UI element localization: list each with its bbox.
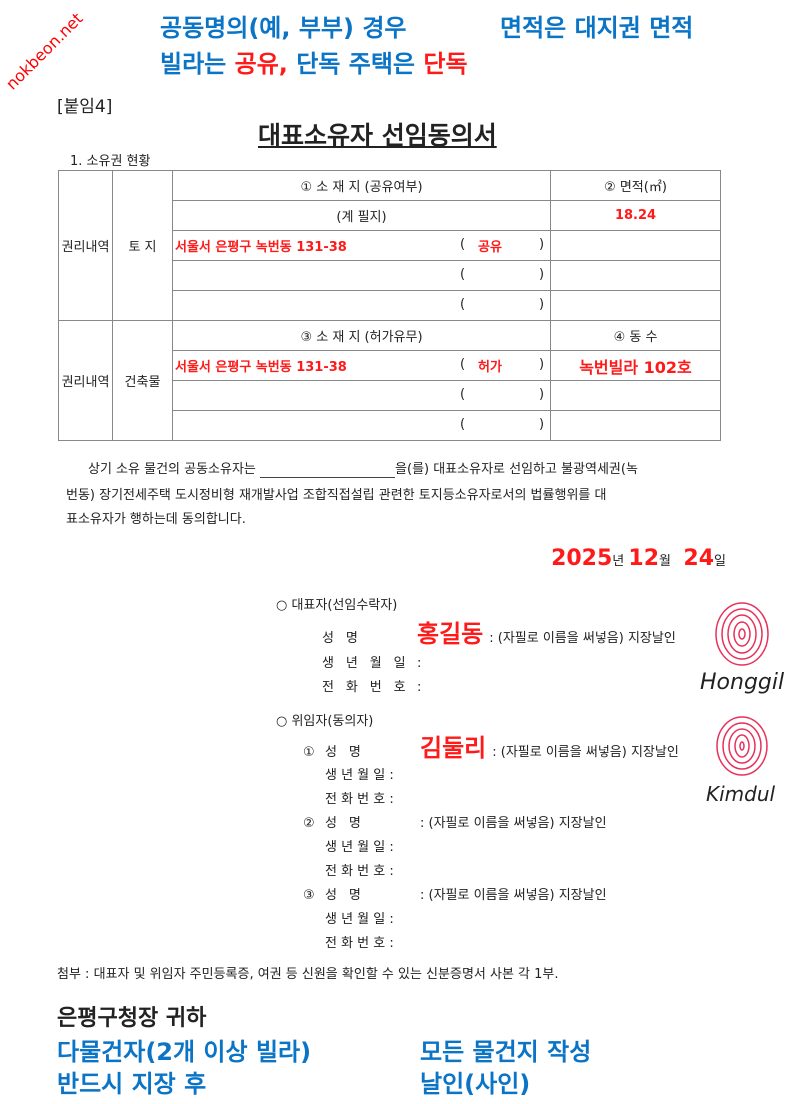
paren: ) <box>539 387 545 402</box>
date-unit: 년 <box>612 554 625 569</box>
paren: ( <box>460 237 466 252</box>
paren: ) <box>539 237 545 252</box>
attachment-note: 첨부 : 대표자 및 위임자 주민등록증, 여권 등 신원을 확인할 수 있는 … <box>57 967 559 982</box>
annotation: 다물건자(2개 이상 빌라) <box>57 1038 312 1066</box>
fingerprint-icon <box>716 716 768 776</box>
signature: Kimdul <box>706 782 776 806</box>
body-text: 상기 소유 물건의 공동소유자는 <box>88 462 256 477</box>
body-text: 을(를) 대표소유자로 선임하고 불광역세권(녹 <box>395 462 638 477</box>
annotation: 모든 물건지 작성 <box>420 1038 592 1066</box>
label: 전 화 번 호 <box>322 680 410 695</box>
representative-phone-row: 전 화 번 호: <box>322 674 421 702</box>
representative-name: 홍길동 <box>417 620 484 648</box>
addressee: 은평구청장 귀하 <box>57 1006 207 1031</box>
delegator-name-row: ① 성 명 김둘리 : (자필로 이름을 써넣음) 지장날인 <box>303 734 679 767</box>
annotation-villa-line: 빌라는 공유, 단독 주택은 단독 <box>160 50 468 78</box>
label: 성 명 <box>325 745 365 760</box>
annotation: 반드시 지장 후 <box>57 1070 207 1098</box>
area-header: ② 면적(㎡) <box>550 170 721 201</box>
units-cell <box>550 380 721 411</box>
annotation: 단독 <box>423 50 468 78</box>
delegator-name-row: ② 성 명 : (자필로 이름을 써넣음) 지장날인 <box>303 810 607 838</box>
area-value: 18.24 <box>550 200 721 231</box>
annotation: 면적은 대지권 면적 <box>500 14 694 42</box>
hint: : (자필로 이름을 써넣음) 지장날인 <box>492 745 679 760</box>
representative-name-row: 성 명 홍길동 : (자필로 이름을 써넣음) 지장날인 <box>322 620 676 653</box>
label: 성 명 <box>325 816 365 831</box>
representative-heading: ○ 대표자(선임수락자) <box>276 598 398 613</box>
rights-label: 권리내역 <box>58 170 113 321</box>
paren: ( <box>460 417 466 432</box>
date-year: 2025 <box>551 546 613 571</box>
paren: ( <box>460 357 466 372</box>
num: ① <box>303 745 315 760</box>
date: 2025년 12월 24일 <box>551 546 726 571</box>
body-line-3: 표소유자가 행하는데 동의합니다. <box>66 512 246 527</box>
paren: ) <box>539 417 545 432</box>
label: 생 년 월 일 <box>322 656 410 671</box>
land-label: 토 지 <box>112 170 173 321</box>
date-month: 12 <box>628 546 660 571</box>
label: 성 명 <box>325 888 365 903</box>
label: 성 명 <box>322 631 362 646</box>
num: ② <box>303 816 315 831</box>
paren: ( <box>460 267 466 282</box>
paren: ( <box>460 387 466 402</box>
num: ③ <box>303 888 315 903</box>
building-header: ③ 소 재 지 (허가유무) <box>172 320 551 351</box>
attachment-label: [붙임4] <box>57 97 113 117</box>
building-address: 서울서 은평구 녹번동 131-38 <box>175 360 347 375</box>
representative-birth-row: 생 년 월 일: <box>322 650 421 678</box>
building-permit: 허가 <box>478 360 502 375</box>
hint: : (자필로 이름을 써넣음) 지장날인 <box>420 888 607 903</box>
paren: ) <box>539 267 545 282</box>
hint: : (자필로 이름을 써넣음) 지장날인 <box>420 816 607 831</box>
annotation: 공동명의(예, 부부) 경우 <box>160 14 407 42</box>
building-label: 건축물 <box>112 320 173 441</box>
delegator-name-row: ③ 성 명 : (자필로 이름을 써넣음) 지장날인 <box>303 882 607 910</box>
ownership-table: 권리내역 토 지 ① 소 재 지 (공유여부) ② 면적(㎡) (계 필지) 18… <box>58 170 721 441</box>
paren: ) <box>539 357 545 372</box>
land-header: ① 소 재 지 (공유여부) <box>172 170 551 201</box>
units-cell <box>550 410 721 441</box>
area-cell <box>550 290 721 321</box>
delegator-name: 김둘리 <box>420 734 487 762</box>
hint: : (자필로 이름을 써넣음) 지장날인 <box>489 631 676 646</box>
delegator-birth-row: 생 년 월 일 : <box>325 768 394 783</box>
signature: Honggil <box>700 670 785 695</box>
land-share: 공유 <box>478 240 502 255</box>
body-line-1: 상기 소유 물건의 공동소유자는 을(를) 대표소유자로 선임하고 불광역세권(… <box>88 458 638 478</box>
area-cell <box>550 260 721 291</box>
date-day: 24 <box>683 546 715 571</box>
date-unit: 일 <box>714 554 726 569</box>
annotation: 날인(사인) <box>420 1070 531 1098</box>
paren: ( <box>460 297 466 312</box>
body-line-2: 번동) 장기전세주택 도시정비형 재개발사업 조합직접설립 관련한 토지등소유자… <box>66 488 607 503</box>
representative-blank <box>260 462 396 478</box>
total-row: (계 필지) <box>172 200 551 231</box>
page-title: 대표소유자 선임동의서 <box>258 121 497 150</box>
colon: : <box>417 656 422 671</box>
fingerprint-icon <box>715 602 769 666</box>
area-cell <box>550 230 721 261</box>
colon: : <box>417 680 422 695</box>
annotation: 빌라는 <box>160 50 227 78</box>
paren: ) <box>539 297 545 312</box>
section-heading: 1. 소유권 현황 <box>70 154 151 169</box>
rights-label: 권리내역 <box>58 320 113 441</box>
delegator-phone-row: 전 화 번 호 : <box>325 936 394 951</box>
units-header: ④ 동 수 <box>550 320 721 351</box>
delegator-birth-row: 생 년 월 일 : <box>325 840 394 855</box>
annotation: 공유, <box>234 50 288 78</box>
delegator-phone-row: 전 화 번 호 : <box>325 864 394 879</box>
building-unit: 녹번빌라 102호 <box>550 350 721 381</box>
annotation: 단독 주택은 <box>296 50 416 78</box>
delegator-birth-row: 생 년 월 일 : <box>325 912 394 927</box>
delegator-phone-row: 전 화 번 호 : <box>325 792 394 807</box>
watermark: nokbeon.net <box>2 8 87 94</box>
date-unit: 월 <box>659 554 671 569</box>
delegator-heading: ○ 위임자(동의자) <box>276 714 374 729</box>
land-address: 서울서 은평구 녹번동 131-38 <box>175 240 347 255</box>
